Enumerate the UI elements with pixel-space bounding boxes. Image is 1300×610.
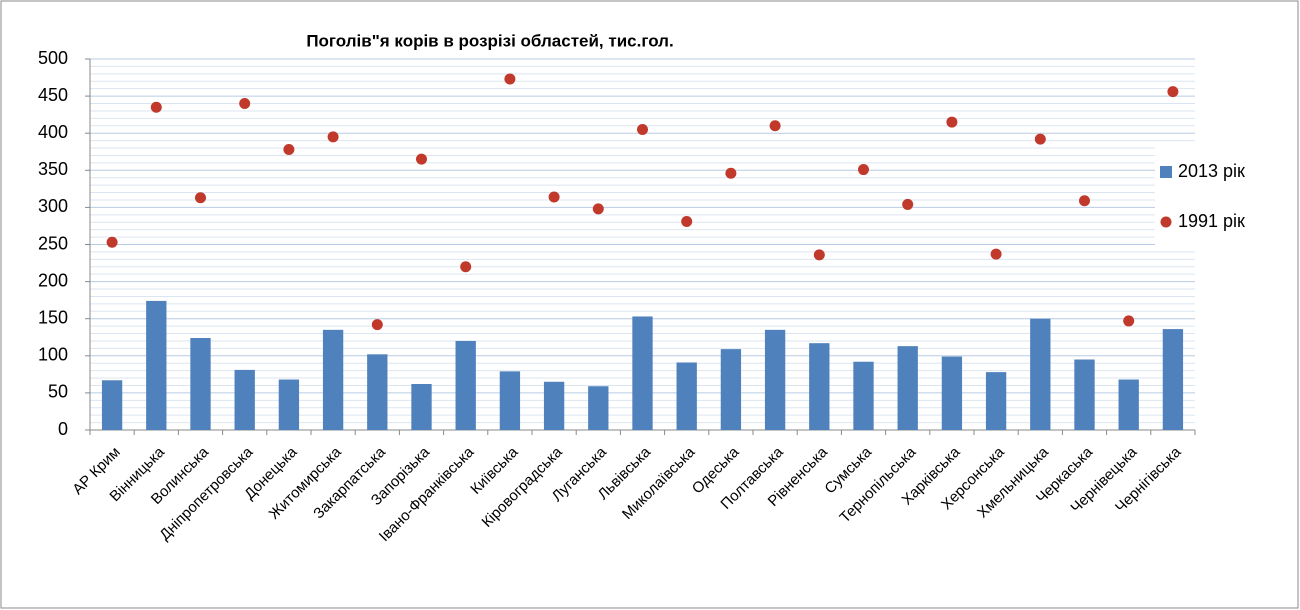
- bar: [764, 329, 786, 430]
- bar: [455, 340, 476, 430]
- scatter-point: [460, 261, 472, 273]
- bar: [941, 356, 963, 430]
- scatter-point: [769, 120, 781, 132]
- scatter-point: [371, 319, 383, 331]
- y-tick-label: 150: [38, 307, 68, 327]
- scatter-point: [1034, 133, 1046, 145]
- legend-label: 1991 рік: [1178, 211, 1245, 231]
- scatter-point: [283, 144, 295, 156]
- bar: [1030, 318, 1051, 430]
- bar: [809, 343, 830, 430]
- bar: [720, 349, 742, 430]
- scatter-point: [504, 73, 516, 85]
- bar: [367, 354, 388, 430]
- scatter-point: [813, 249, 825, 261]
- y-tick-label: 100: [38, 345, 68, 365]
- bar: [234, 369, 255, 430]
- y-tick-label: 400: [38, 122, 68, 142]
- bar: [146, 300, 167, 430]
- bar: [278, 379, 300, 430]
- scatter-point: [858, 164, 869, 176]
- bar: [1074, 359, 1095, 430]
- scatter-point: [150, 101, 162, 113]
- scatter-point: [946, 116, 958, 128]
- y-tick-label: 200: [38, 270, 68, 290]
- scatter-point: [327, 131, 339, 143]
- bar: [190, 337, 211, 430]
- y-tick-label: 300: [38, 196, 68, 216]
- y-tick-label: 500: [38, 48, 68, 68]
- scatter-point: [637, 123, 648, 135]
- scatter-point: [902, 198, 914, 210]
- scatter-point: [1123, 315, 1135, 327]
- scatter-point: [239, 98, 251, 110]
- legend-box: [1155, 145, 1295, 245]
- y-tick-label: 350: [38, 159, 68, 179]
- scatter-point: [106, 236, 118, 248]
- bar: [897, 346, 918, 430]
- chart-title: Поголів"я корів в розрізі областей, тис.…: [306, 31, 673, 50]
- bar: [411, 383, 432, 430]
- legend-label: 2013 рік: [1178, 161, 1245, 181]
- y-tick-label: 0: [58, 419, 68, 439]
- bar: [1118, 379, 1139, 430]
- y-tick-label: 50: [48, 382, 68, 402]
- bar: [1162, 329, 1184, 430]
- scatter-point: [725, 167, 737, 179]
- scatter-point: [990, 248, 1002, 260]
- scatter-point: [416, 153, 427, 165]
- scatter-point: [592, 203, 604, 215]
- y-tick-label: 450: [38, 85, 68, 105]
- y-tick-label: 250: [38, 233, 68, 253]
- legend-swatch: [1160, 216, 1172, 228]
- scatter-point: [195, 192, 206, 204]
- legend-swatch: [1160, 166, 1172, 178]
- scatter-point: [1167, 86, 1179, 98]
- scatter-point: [1079, 195, 1090, 207]
- bar: [588, 386, 609, 430]
- bar: [632, 316, 653, 430]
- scatter-point: [548, 191, 560, 203]
- bar: [985, 372, 1007, 430]
- bar: [676, 362, 697, 430]
- bar: [853, 361, 874, 430]
- bar: [499, 371, 521, 430]
- bar: [322, 329, 344, 430]
- bar: [101, 380, 123, 430]
- scatter-point: [681, 215, 693, 227]
- bar: [543, 381, 565, 430]
